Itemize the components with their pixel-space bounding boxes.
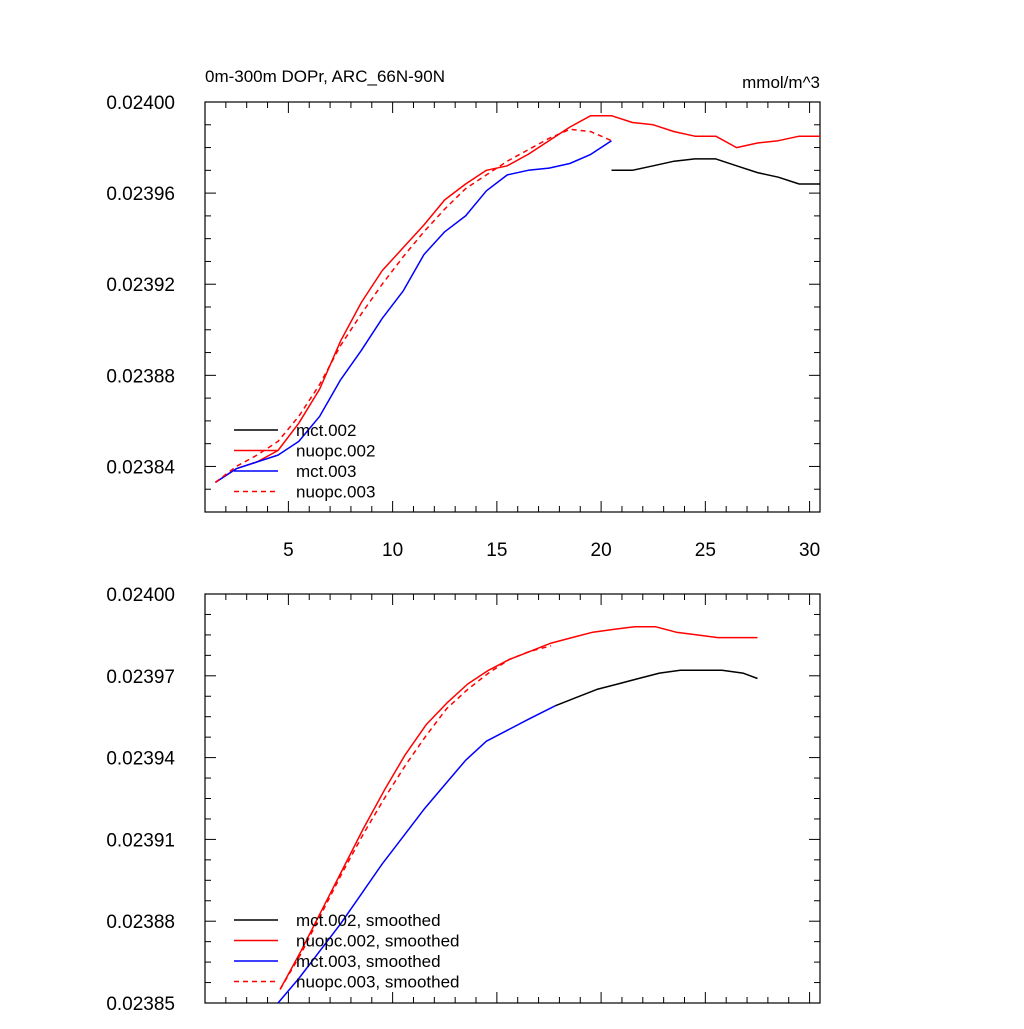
chart-2: 0.02385 0.02388 0.02391 0.02394 0.02397 0.024… — [106, 585, 821, 1015]
chart-1-x-tick-label: 25 — [695, 540, 716, 561]
chart-1-units-label: mmol/m^3 — [742, 73, 820, 92]
chart-2-y-tick-label: 0.02388 — [106, 912, 175, 933]
chart-1-x-tick-label: 30 — [799, 540, 820, 561]
chart-1-series-line-3 — [214, 140, 612, 484]
chart-1-title: 0m-300m DOPr, ARC_66N-90N — [205, 67, 445, 86]
chart-2-legend-label-3: mct.003, smoothed — [296, 952, 441, 971]
chart-1-x-tick-label: 15 — [486, 540, 507, 561]
chart-1-series-line-2 — [214, 114, 820, 484]
chart-2-y-tick-label: 0.02385 — [106, 994, 175, 1015]
chart-1-y-tick-label: 0.02384 — [106, 457, 175, 478]
chart-1-legend-label-1: mct.002 — [296, 421, 356, 440]
chart-1-y-tick-label: 0.02396 — [106, 184, 175, 205]
chart-2-legend-label-2: nuopc.002, smoothed — [296, 932, 460, 951]
chart-2-legend-label-4: nuopc.003, smoothed — [296, 973, 460, 992]
chart-2-y-tick-label: 0.02400 — [106, 585, 175, 606]
chart-1-x-tick-label: 20 — [591, 540, 612, 561]
chart-1: 0.02384 0.02388 0.02392 0.02396 0.02400 5 10 15… — [106, 67, 821, 561]
chart-1-legend-label-4: nuopc.003 — [296, 483, 375, 502]
chart-1-x-tick-label: 5 — [283, 540, 294, 561]
chart-1-y-tick-label: 0.02400 — [106, 93, 175, 114]
chart-1-y-tick-label: 0.02388 — [106, 366, 175, 387]
chart-2-y-tick-label: 0.02397 — [106, 667, 175, 688]
chart-2-series-line-1 — [554, 669, 758, 707]
chart-1-series-line-1 — [611, 158, 820, 185]
chart-2-legend-label-1: mct.002, smoothed — [296, 911, 441, 930]
chart-1-x-tick-label: 10 — [382, 540, 403, 561]
chart-1-legend-label-3: mct.003 — [296, 462, 356, 481]
chart-1-legend-label-2: nuopc.002 — [296, 442, 375, 461]
chart-2-y-tick-label: 0.02391 — [106, 830, 175, 851]
chart-1-y-tick-label: 0.02392 — [106, 275, 175, 296]
chart-2-y-tick-label: 0.02394 — [106, 749, 175, 770]
chart-2-series-line-4 — [279, 645, 552, 990]
chart-2-series-line-3 — [277, 705, 556, 1003]
